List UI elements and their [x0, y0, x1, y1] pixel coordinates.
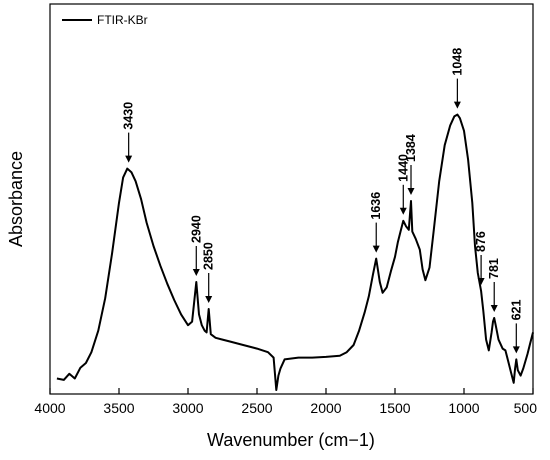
peak-label: 1440: [396, 154, 410, 182]
peak-label: 1048: [450, 48, 464, 76]
peak-label: 876: [474, 231, 488, 252]
series-line-ftir-kbr: [56, 113, 534, 391]
x-tick-label: 3000: [172, 400, 203, 416]
arrow-head: [372, 245, 380, 253]
x-tick-label: 2000: [310, 400, 341, 416]
peak-annotation-1048: 1048: [450, 48, 464, 109]
peak-label: 3430: [122, 102, 136, 130]
legend: FTIR-KBr: [62, 13, 148, 27]
peak-annotation-1384: 1384: [404, 134, 418, 195]
x-tick-label: 3500: [103, 400, 134, 416]
arrow-head: [125, 155, 133, 163]
series-layer: [56, 113, 534, 391]
peak-annotation-876: 876: [474, 231, 488, 285]
x-axis-title: Wavenumber (cm−1): [207, 430, 375, 450]
peak-label: 781: [487, 258, 501, 279]
arrow-head: [490, 305, 498, 312]
peak-annotation-3430: 3430: [122, 102, 136, 163]
peak-annotation-1440: 1440: [396, 154, 410, 215]
peak-label: 2940: [189, 215, 203, 243]
arrow-head: [477, 278, 485, 285]
y-axis-title: Absorbance: [6, 151, 26, 247]
peak-label: 2850: [202, 242, 216, 270]
peak-label: 1636: [369, 192, 383, 220]
x-tick-label: 4000: [34, 400, 65, 416]
plot-frame: [49, 3, 534, 395]
x-tick-label: 2500: [241, 400, 272, 416]
x-axis-ticks: 4000 3500 3000 2500 2000 1500 1000 500: [34, 388, 537, 416]
arrow-head: [399, 207, 407, 215]
peak-label: 621: [509, 299, 523, 320]
x-tick-label: 500: [514, 400, 538, 416]
arrow-head: [192, 269, 200, 276]
peak-annotation-1636: 1636: [369, 192, 383, 253]
arrow-head: [205, 296, 213, 303]
arrow-head: [453, 101, 461, 109]
arrow-head: [407, 188, 415, 195]
peak-annotation-2850: 2850: [202, 242, 216, 303]
arrow-head: [512, 346, 520, 354]
legend-label-ftir-kbr: FTIR-KBr: [97, 13, 148, 27]
peak-annotation-2940: 2940: [189, 215, 203, 276]
x-tick-label: 1000: [448, 400, 479, 416]
peak-annotation-781: 781: [487, 258, 501, 312]
x-tick-label: 1500: [379, 400, 410, 416]
peak-label: 1384: [404, 134, 418, 162]
peak-annotation-621: 621: [509, 299, 523, 354]
